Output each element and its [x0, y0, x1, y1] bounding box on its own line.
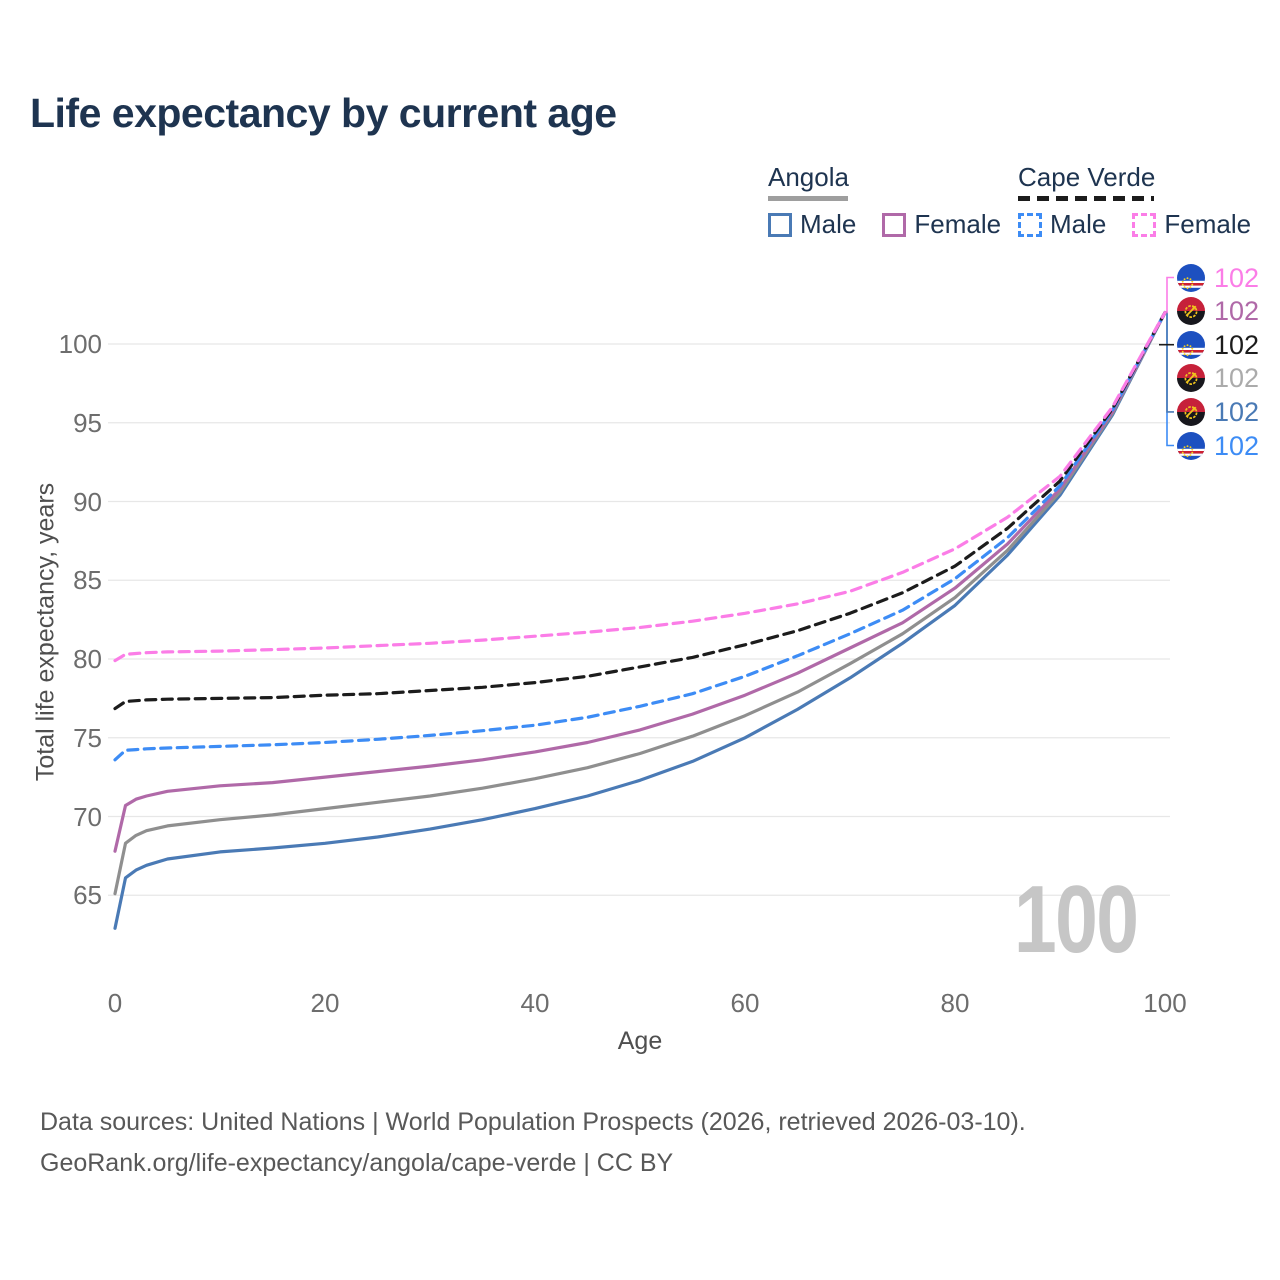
x-tick-label-100: 100	[1143, 988, 1187, 1018]
legend-swatch-cape-verde-female-icon[interactable]	[1132, 212, 1157, 237]
series-line-capeverde-all[interactable]	[113, 310, 1167, 711]
y-tick-label-80: 80	[73, 644, 102, 674]
flag-angola-icon	[1177, 364, 1205, 393]
y-tick-label-95: 95	[73, 407, 102, 438]
flag-cape-verde-icon	[1177, 431, 1205, 460]
flag-angola-icon	[1177, 297, 1205, 326]
legend-item-cape-verde-female[interactable]: Female	[1132, 209, 1251, 240]
x-tick-label-40: 40	[520, 988, 550, 1018]
footer-attribution: GeoRank.org/life-expectancy/angola/cape-…	[40, 1149, 674, 1177]
end-label-angola-all: 102	[1177, 363, 1259, 393]
legend-group-angola: Angola Male Female	[768, 162, 1001, 240]
end-label-leader-1	[1165, 311, 1174, 413]
y-tick-label-90: 90	[73, 486, 102, 517]
legend-angola-line-sample	[768, 196, 848, 201]
legend-swatch-cape-verde-male-icon[interactable]	[1018, 212, 1042, 237]
y-tick-label-75: 75	[73, 722, 102, 753]
end-value-capeverde-male: 102	[1214, 430, 1260, 461]
legend-label-angola-male: Male	[800, 209, 857, 239]
x-axis-title: Age	[617, 1027, 663, 1055]
y-tick-label-65: 65	[73, 880, 102, 911]
end-label-capeverde-female: 102	[1177, 263, 1259, 293]
flag-cape-verde-icon	[1177, 263, 1205, 292]
legend-swatch-angola-male-icon[interactable]	[768, 212, 792, 237]
x-tick-label-20: 20	[310, 988, 340, 1018]
legend-label-angola-female: Female	[914, 209, 1002, 239]
end-value-angola-male: 102	[1214, 396, 1260, 427]
x-tick-label-60: 60	[730, 988, 760, 1018]
end-value-capeverde-female: 102	[1214, 262, 1260, 293]
series-line-capeverde-male[interactable]	[113, 310, 1167, 762]
footer-data-sources: Data sources: United Nations | World Pop…	[40, 1108, 1026, 1136]
x-tick-label-80: 80	[940, 988, 970, 1018]
series-line-angola-male[interactable]	[113, 310, 1167, 930]
x-tick-label-0: 0	[107, 988, 123, 1018]
y-tick-label-70: 70	[73, 801, 102, 832]
legend-item-cape-verde-male[interactable]: Male	[1018, 209, 1106, 240]
flag-angola-icon	[1177, 397, 1205, 426]
end-label-angola-female: 102	[1177, 296, 1259, 326]
series-line-angola-all[interactable]	[113, 310, 1167, 896]
end-label-leader-2	[1165, 276, 1174, 314]
legend-group-cape-verde-title: Cape Verde	[1018, 162, 1156, 192]
end-value-capeverde-all: 102	[1214, 329, 1260, 360]
legend-swatch-angola-female-icon[interactable]	[882, 212, 907, 237]
legend-group-angola-title: Angola	[768, 162, 849, 192]
age-counter-watermark: 100	[1014, 866, 1139, 973]
chart-title: Life expectancy by current age	[30, 90, 617, 136]
flag-cape-verde-icon	[1177, 330, 1205, 359]
end-label-angola-male: 102	[1177, 397, 1259, 427]
legend-cape-verde-line-sample	[1018, 196, 1154, 201]
end-label-capeverde-male: 102	[1177, 431, 1259, 461]
y-tick-label-85: 85	[73, 565, 102, 596]
legend-item-angola-female[interactable]: Female	[882, 209, 1001, 240]
y-tick-label-100: 100	[58, 329, 102, 359]
legend-item-angola-male[interactable]: Male	[768, 209, 856, 240]
legend-label-cape-verde-female: Female	[1164, 209, 1252, 239]
end-label-capeverde-all: 102	[1177, 330, 1259, 360]
legend-label-cape-verde-male: Male	[1050, 209, 1107, 239]
legend-group-cape-verde: Cape Verde Male Female	[1018, 162, 1251, 240]
series-line-angola-female[interactable]	[113, 310, 1167, 853]
end-value-angola-female: 102	[1214, 296, 1260, 327]
end-value-angola-all: 102	[1214, 363, 1260, 394]
series-line-capeverde-female[interactable]	[113, 310, 1167, 663]
